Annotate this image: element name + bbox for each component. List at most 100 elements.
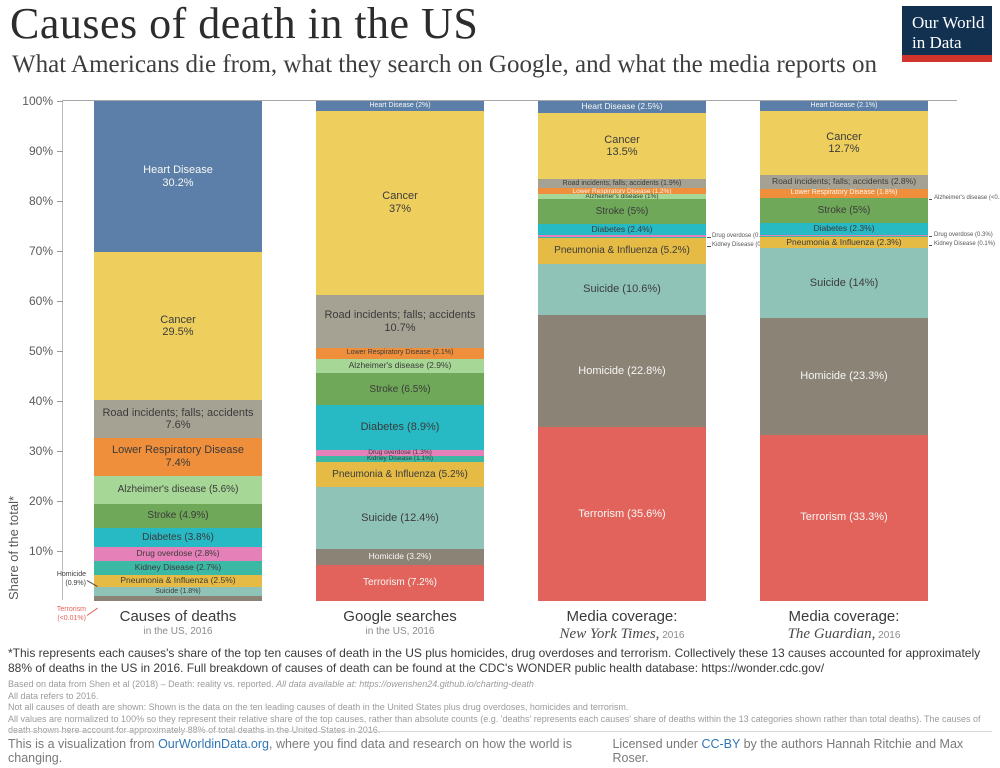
stacked-bar-3: Heart Disease (2.5%) Cancer 13.5% Road inc… — [538, 101, 706, 601]
segment-label: Stroke (4.9%) — [147, 510, 209, 522]
segment-label: Cancer 13.5% — [604, 133, 640, 159]
segment-label: Terrorism (33.3%) — [800, 511, 888, 524]
segment-label: Lower Respiratory Disease (1.2%) — [572, 187, 672, 195]
x-axis-title: Causes of deaths — [119, 608, 237, 625]
callout-leader-line — [707, 237, 711, 238]
segment-label: Diabetes (2.3%) — [813, 223, 875, 234]
y-tick-label: 80% — [28, 194, 53, 208]
segment-heart: Heart Disease (2.5%) — [538, 101, 706, 114]
x-axis-title: Media coverage: — [788, 608, 900, 625]
y-tick-label: 90% — [28, 144, 53, 158]
segment-diabetes: Diabetes (2.4%) — [538, 223, 706, 236]
segment-stroke: Stroke (5%) — [538, 199, 706, 224]
callout-label: Drug overdose (0.3%) — [934, 232, 993, 238]
segment-label: Cancer 29.5% — [160, 313, 196, 339]
segment-suicide: Suicide (14%) — [760, 248, 928, 319]
segment-heart: Heart Disease 30.2% — [94, 101, 262, 253]
segment-pneumonia: Pneumonia & Influenza (2.3%) — [760, 236, 928, 249]
callout-label: Drug overdose (0.4%) — [712, 233, 771, 239]
owid-link[interactable]: OurWorldinData.org — [158, 737, 269, 751]
segment-lrd: Lower Respiratory Disease 7.4% — [94, 438, 262, 476]
segment-label: Drug overdose (1.3%) — [368, 449, 432, 457]
segment-label: Lower Respiratory Disease (1.8%) — [790, 189, 898, 197]
segment-label: Road incidents; falls; accidents 10.7% — [324, 308, 476, 334]
segment-kidney: Kidney Disease (2.7%) — [94, 561, 262, 575]
x-axis-subtitle: New York Times, 2016 — [538, 625, 706, 643]
page-subtitle: What Americans die from, what they searc… — [12, 51, 878, 78]
x-axis-subtitle-year: 2016 — [875, 630, 901, 641]
segment-label: Cancer 37% — [382, 190, 418, 215]
segment-label: Lower Respiratory Disease 7.4% — [111, 444, 245, 470]
callout-leader-line — [929, 236, 932, 237]
segment-label: Kidney Disease (1.1%) — [366, 455, 434, 463]
segment-label: Drug overdose (2.8%) — [136, 548, 220, 559]
stacked-bar-1: Heart Disease 30.2% Cancer 29.5% Road inci… — [94, 101, 262, 601]
segment-label: Suicide (10.6%) — [583, 283, 661, 296]
y-tick-mark — [57, 201, 63, 202]
segment-terrorism: Terrorism (7.2%) — [316, 565, 484, 601]
logo-line1: Our World — [912, 13, 985, 32]
y-tick-mark — [57, 351, 63, 352]
x-axis-subtitle-year: 2016 — [659, 630, 685, 641]
ccby-link[interactable]: CC-BY — [701, 737, 741, 751]
segment-label: Alzheimer's disease (2.9%) — [348, 360, 452, 370]
credit-prefix: This is a visualization from — [8, 737, 159, 751]
segment-label: Alzheimer's disease (5.6%) — [117, 483, 239, 495]
credit-right: Licensed under CC-BY by the authors Hann… — [612, 737, 992, 765]
segment-label: Heart Disease (2.1%) — [810, 102, 878, 110]
segment-homicide — [94, 596, 262, 601]
segment-alzheimers: Alzheimer's disease (2.9%) — [316, 358, 484, 374]
segment-label: Alzheimer's disease (1%) — [585, 193, 659, 201]
segment-heart: Heart Disease (2.1%) — [760, 101, 928, 112]
segment-diabetes: Diabetes (2.3%) — [760, 223, 928, 235]
segment-label: Pneumonia & Influenza (2.3%) — [786, 236, 902, 247]
segment-homicide: Homicide (3.2%) — [316, 549, 484, 566]
footnote-source-plain: Based on data from Shen et al (2018) – D… — [8, 679, 277, 690]
credit-left: This is a visualization from OurWorldinD… — [8, 737, 612, 765]
callout-label: Kidney Disease (0.2%) — [712, 242, 774, 248]
segment-label: Homicide (3.2%) — [368, 551, 432, 562]
segment-label: Homicide (23.3%) — [800, 370, 888, 383]
segment-diabetes: Diabetes (3.8%) — [94, 528, 262, 548]
segment-terrorism: Terrorism (35.6%) — [538, 426, 706, 601]
segment-pneumonia: Pneumonia & Influenza (2.5%) — [94, 574, 262, 588]
segment-label: Pneumonia & Influenza (5.2%) — [554, 245, 690, 257]
segment-label: Road incidents; falls; accidents (1.9%) — [562, 179, 682, 187]
segment-alzheimers: Alzheimer's disease (5.6%) — [94, 475, 262, 504]
segment-stroke: Stroke (6.5%) — [316, 373, 484, 406]
segment-label: Terrorism (7.2%) — [363, 577, 437, 589]
credit-suffix: , where you find data and research on ho… — [8, 737, 572, 765]
callout-leader-line — [707, 246, 711, 247]
credit-row: This is a visualization from OurWorldinD… — [8, 731, 992, 765]
segment-label: Lower Respiratory Disease (2.1%) — [346, 349, 454, 357]
segment-label: Suicide (12.4%) — [361, 511, 439, 524]
x-axis-label-3: Media coverage: New York Times, 2016 — [538, 608, 706, 643]
segment-label: Kidney Disease (2.7%) — [134, 562, 222, 573]
segment-cancer: Cancer 37% — [316, 110, 484, 296]
segment-label: Suicide (1.8%) — [155, 587, 201, 595]
footnote-source: Based on data from Shen et al (2018) – D… — [8, 679, 994, 690]
segment-label: Terrorism (35.6%) — [578, 507, 666, 520]
segment-homicide: Homicide (23.3%) — [760, 318, 928, 435]
stacked-bar-2: Heart Disease (2%) Cancer 37% Road inciden… — [316, 101, 484, 601]
segment-suicide: Suicide (10.6%) — [538, 263, 706, 316]
segment-label: Diabetes (3.8%) — [142, 531, 214, 543]
callout-leader-line — [929, 245, 932, 246]
footnote-note3: Not all causes of death are shown: Shown… — [8, 702, 629, 713]
segment-drug — [760, 234, 928, 237]
segment-label: Suicide (14%) — [809, 276, 879, 289]
segment-road: Road incidents; falls; accidents 7.6% — [94, 400, 262, 439]
page-title: Causes of death in the US — [10, 0, 479, 48]
x-axis-title: Google searches — [343, 608, 457, 625]
callout-label: Homicide (0.9%) — [56, 571, 86, 587]
y-tick-mark — [57, 151, 63, 152]
owid-logo[interactable]: Our World in Data — [902, 6, 992, 62]
y-tick-mark — [57, 501, 63, 502]
y-tick-mark — [57, 401, 63, 402]
segment-diabetes: Diabetes (8.9%) — [316, 405, 484, 450]
segment-lrd: Lower Respiratory Disease (1.2%) — [538, 187, 706, 195]
segment-label: Road incidents; falls; accidents (2.8%) — [771, 176, 917, 187]
segment-homicide: Homicide (22.8%) — [538, 315, 706, 427]
y-tick-mark — [57, 451, 63, 452]
